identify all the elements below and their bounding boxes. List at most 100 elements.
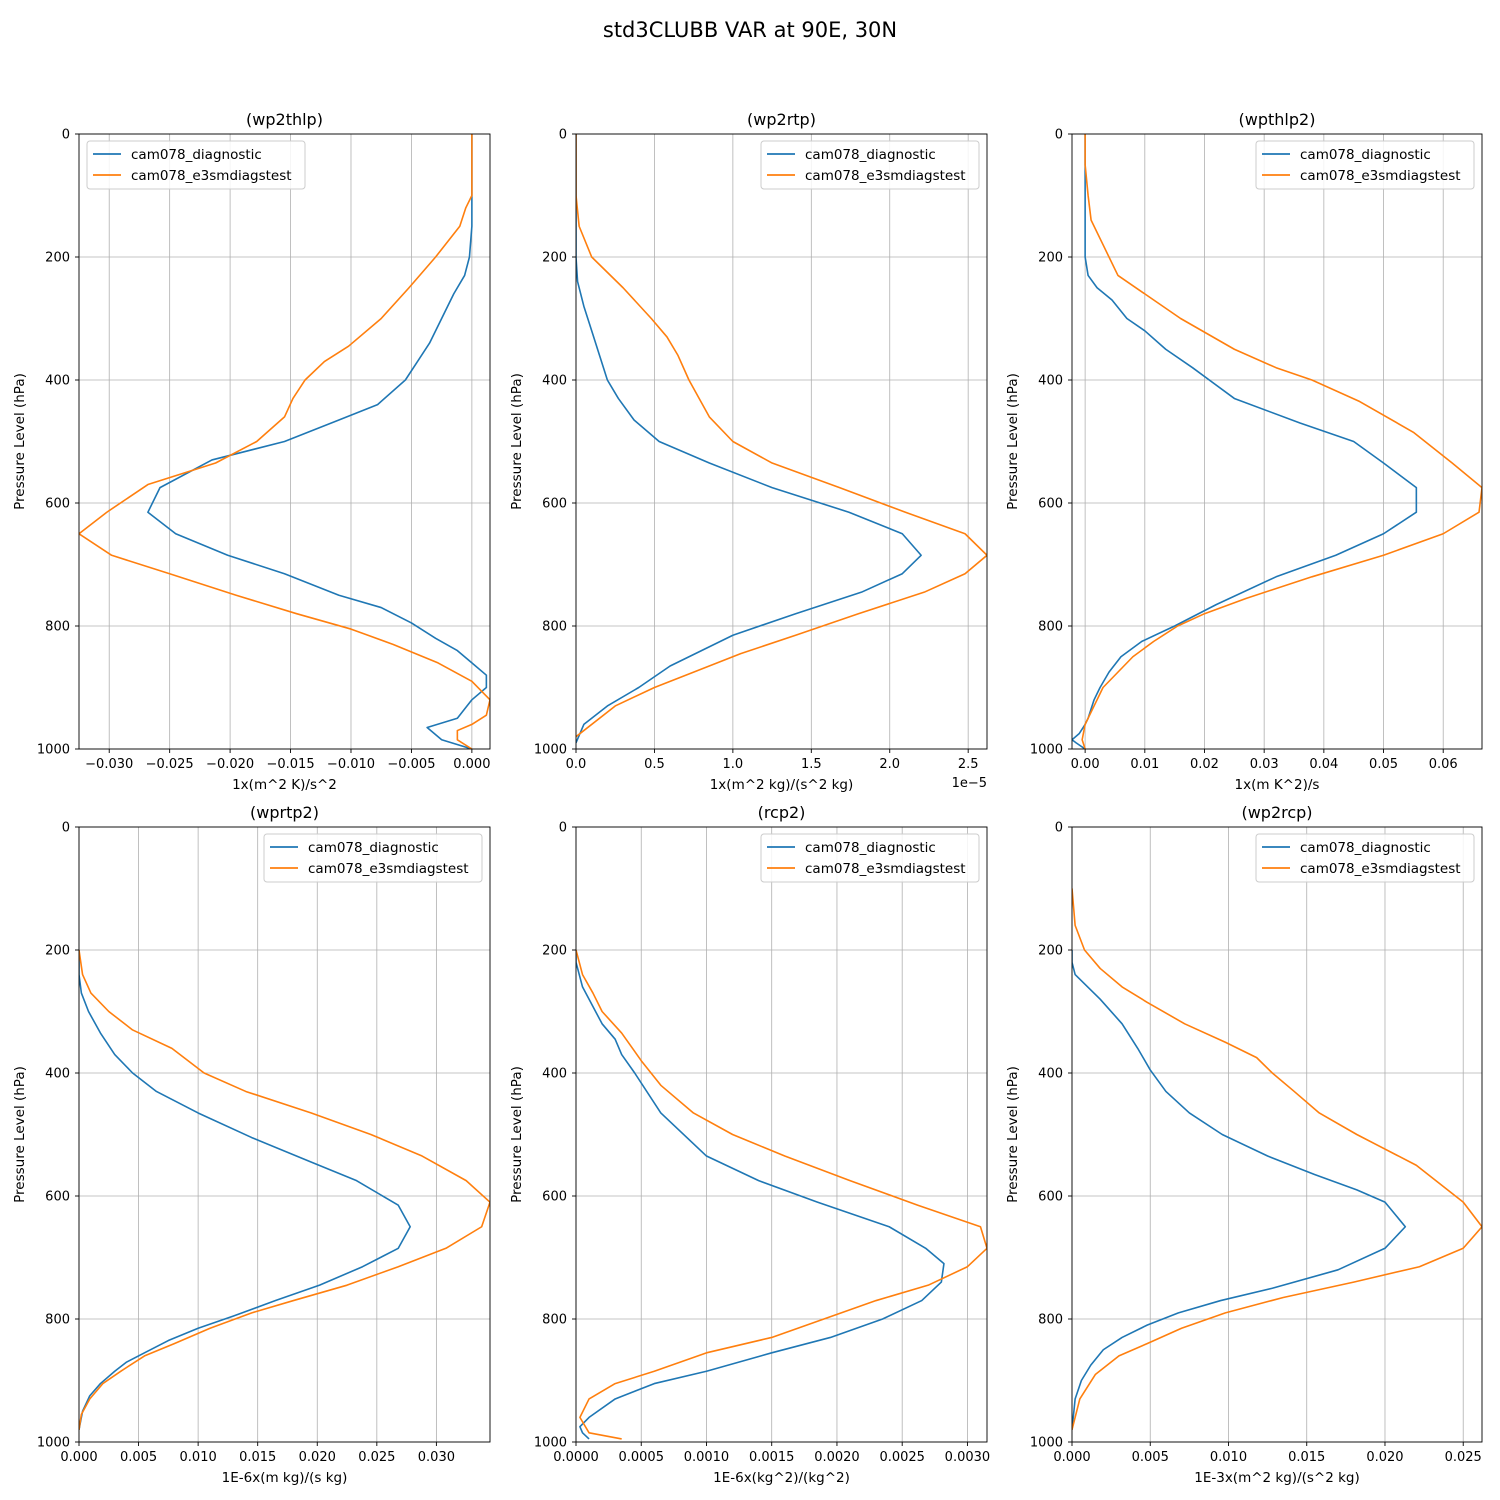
legend-label: cam078_e3smdiagstest	[805, 168, 966, 184]
series-line-e3smdiagstest	[1072, 888, 1482, 1430]
y-tick-label: 800	[542, 1313, 567, 1328]
y-tick-label: 200	[542, 251, 567, 266]
y-tick-label: 1000	[1030, 743, 1063, 758]
y-tick-label: 1000	[1030, 1436, 1063, 1451]
y-tick-label: 400	[1038, 374, 1063, 389]
x-tick-label: 2.5	[958, 757, 979, 772]
legend-box	[760, 140, 980, 190]
x-tick-label: 0.0020	[814, 1450, 860, 1465]
y-tick-label: 600	[1038, 1190, 1063, 1205]
x-tick-label: 0.005	[1132, 1450, 1169, 1465]
legend-label: cam078_e3smdiagstest	[1300, 861, 1461, 877]
y-tick-label: 600	[45, 1190, 70, 1205]
x-tick-label: 0.0	[566, 757, 587, 772]
y-tick-label: 1000	[37, 1436, 70, 1451]
y-tick-label: 600	[542, 1190, 567, 1205]
panel-title: (wp2thlp)	[246, 110, 323, 129]
x-tick-label: 0.01	[1130, 757, 1159, 772]
x-tick-label: 0.00	[1071, 757, 1100, 772]
panel-4: 0.000 0.005 0.010 0.015 0.020 0.025 0.030 0 200 4…	[12, 803, 491, 1486]
legend-box	[760, 833, 980, 883]
y-tick-label: 400	[45, 1067, 70, 1082]
series-line-e3smdiagstest	[576, 134, 987, 738]
panel-5: 0.0000 0.0005 0.0010 0.0015 0.0020 0.0025 0.00…	[509, 803, 990, 1486]
y-tick-label: 200	[1038, 944, 1063, 959]
x-tick-label: 0.000	[60, 1450, 97, 1465]
x-axis-label: 1E-3x(m^2 kg)/(s^2 kg)	[1194, 1470, 1360, 1486]
series-line-diagnostic	[79, 950, 411, 1430]
x-tick-label: 0.0025	[879, 1450, 925, 1465]
x-tick-label: 0.06	[1429, 757, 1458, 772]
x-tick-label: 0.025	[358, 1450, 395, 1465]
x-tick-label: 0.04	[1309, 757, 1338, 772]
x-tick-label: 2.0	[879, 757, 900, 772]
y-tick-label: 200	[45, 944, 70, 959]
panel-3: 0.00 0.01 0.02 0.03 0.04 0.05 0.06 0 200 400 600 80…	[1005, 110, 1483, 793]
y-tick-label: 400	[542, 1067, 567, 1082]
series-line-e3smdiagstest	[79, 134, 490, 749]
x-tick-label: −0.015	[266, 757, 314, 772]
y-tick-label: 200	[1038, 251, 1063, 266]
x-tick-label: 0.010	[180, 1450, 217, 1465]
series-line-diagnostic	[1072, 950, 1407, 1430]
series-line-e3smdiagstest	[1081, 134, 1482, 749]
legend-label: cam078_e3smdiagstest	[805, 861, 966, 877]
y-tick-label: 800	[45, 620, 70, 635]
legend: cam078_diagnostic cam078_e3smdiagstest	[86, 140, 306, 190]
plot-frame	[1071, 826, 1483, 1443]
figure-title: std3CLUBB VAR at 90E, 30N	[603, 18, 897, 42]
y-tick-label: 600	[1038, 497, 1063, 512]
legend-label: cam078_e3smdiagstest	[131, 168, 292, 184]
x-axis-label: 1x(m^2 K)/s^2	[232, 777, 337, 793]
plot-frame	[575, 133, 988, 750]
x-offset-text: 1e−5	[952, 776, 987, 791]
y-axis-label: Pressure Level (hPa)	[12, 373, 28, 510]
y-axis-label: Pressure Level (hPa)	[1005, 373, 1021, 510]
panel-title: (wp2rcp)	[1241, 803, 1312, 822]
legend: cam078_diagnostic cam078_e3smdiagstest	[1255, 140, 1475, 190]
x-tick-label: 0.0000	[553, 1450, 599, 1465]
legend-box	[86, 140, 306, 190]
x-tick-label: −0.005	[387, 757, 435, 772]
series-line-diagnostic	[576, 950, 945, 1440]
x-tick-label: 0.0010	[684, 1450, 730, 1465]
y-tick-label: 1000	[534, 743, 567, 758]
panel-2: 0.0 0.5 1.0 1.5 2.0 2.5 0 200 400 600 800 1000 (wp2r…	[509, 110, 988, 793]
x-tick-label: 0.015	[239, 1450, 276, 1465]
y-tick-label: 1000	[534, 1436, 567, 1451]
x-tick-label: −0.010	[327, 757, 375, 772]
legend-label: cam078_diagnostic	[308, 840, 439, 856]
y-tick-label: 0	[559, 128, 567, 143]
x-tick-label: 0.020	[299, 1450, 336, 1465]
panel-6: 0.000 0.005 0.010 0.015 0.020 0.025 0 200 400 600…	[1005, 803, 1483, 1486]
x-tick-label: 0.02	[1190, 757, 1219, 772]
y-tick-label: 0	[1055, 128, 1063, 143]
legend-label: cam078_diagnostic	[1300, 840, 1431, 856]
x-tick-label: 0.005	[120, 1450, 157, 1465]
legend-label: cam078_e3smdiagstest	[1300, 168, 1461, 184]
y-tick-label: 600	[542, 497, 567, 512]
legend: cam078_diagnostic cam078_e3smdiagstest	[760, 833, 980, 883]
y-tick-label: 200	[45, 251, 70, 266]
x-axis-label: 1x(m K^2)/s	[1235, 777, 1320, 793]
x-tick-label: 1.0	[723, 757, 744, 772]
panels: −0.030 −0.025 −0.020 −0.015 −0.010 −0.005 0.00…	[12, 110, 1483, 1486]
x-axis-label: 1E-6x(m kg)/(s kg)	[222, 1470, 348, 1486]
legend-label: cam078_diagnostic	[805, 840, 936, 856]
x-tick-label: 0.0030	[945, 1450, 991, 1465]
y-tick-label: 0	[559, 821, 567, 836]
x-tick-label: 0.5	[644, 757, 665, 772]
x-tick-label: 0.0005	[618, 1450, 664, 1465]
y-tick-label: 0	[1055, 821, 1063, 836]
x-axis-label: 1E-6x(kg^2)/(kg^2)	[713, 1470, 850, 1486]
y-axis-label: Pressure Level (hPa)	[12, 1066, 28, 1203]
x-tick-label: 0.010	[1210, 1450, 1247, 1465]
panel-title: (wpthlp2)	[1239, 110, 1316, 129]
y-tick-label: 0	[62, 128, 70, 143]
legend: cam078_diagnostic cam078_e3smdiagstest	[760, 140, 980, 190]
x-tick-label: 0.025	[1445, 1450, 1482, 1465]
legend: cam078_diagnostic cam078_e3smdiagstest	[263, 833, 483, 883]
legend-box	[1255, 833, 1475, 883]
